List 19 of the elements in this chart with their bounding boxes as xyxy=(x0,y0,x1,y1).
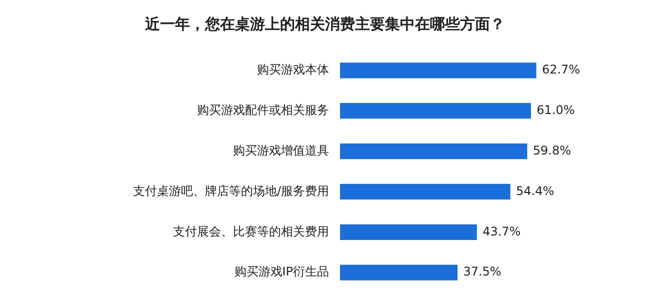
y-tick-label: 支付展会、比赛等的相关费用 xyxy=(173,224,330,238)
bar xyxy=(340,143,528,160)
y-tick-label: 购买游戏增值道具 xyxy=(233,143,330,158)
data-label: 61.0% xyxy=(536,102,575,117)
chart-title: 近一年，您在桌游上的相关消费主要集中在哪些方面？ xyxy=(144,14,506,35)
bar xyxy=(340,184,510,200)
data-label: 59.8% xyxy=(532,143,572,158)
bar xyxy=(340,103,531,119)
data-label: 37.5% xyxy=(463,264,502,279)
y-tick-label: 购买游戏IP衍生品 xyxy=(234,264,330,279)
bar xyxy=(340,264,458,280)
bar xyxy=(340,224,477,240)
bar xyxy=(340,62,536,78)
data-label: 43.7% xyxy=(482,224,521,238)
y-tick-label: 购买游戏本体 xyxy=(257,62,330,77)
data-label: 54.4% xyxy=(516,184,554,198)
data-label: 62.7% xyxy=(542,62,580,77)
y-tick-label: 支付桌游吧、牌店等的场地/服务费用 xyxy=(132,184,330,198)
y-tick-label: 购买游戏配件或相关服务 xyxy=(197,102,330,117)
